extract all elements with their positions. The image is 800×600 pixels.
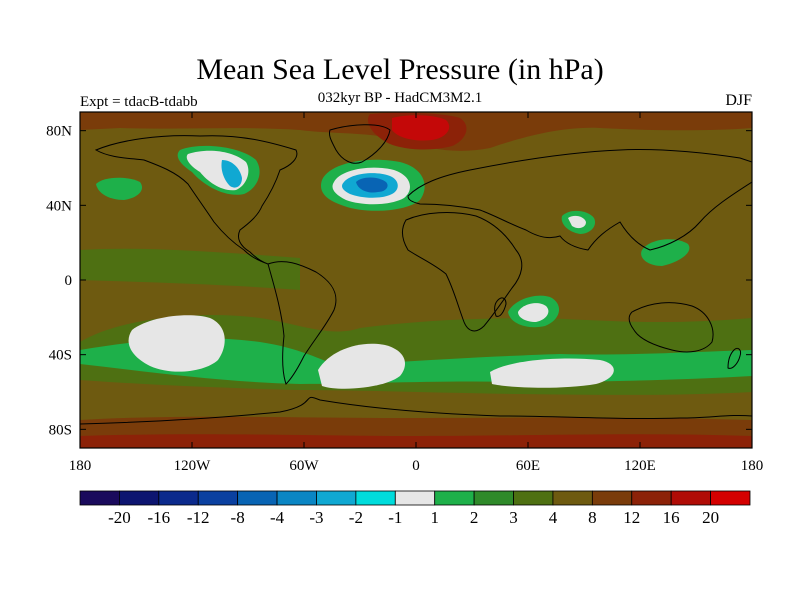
colorbar-labels: -20 -16 -12 -8 -4 -3 -2 -1 1 2 3 4 8 12 16 20 <box>108 508 719 527</box>
australia-coast <box>628 302 714 353</box>
colorbar-label: 8 <box>588 508 597 527</box>
colorbar-swatch <box>197 490 239 506</box>
laurentide-deep-low <box>221 160 242 188</box>
season-label: DJF <box>725 92 752 109</box>
colorbar-label: 3 <box>509 508 518 527</box>
colorbar-swatch <box>79 490 120 506</box>
colorbar-swatch <box>513 490 554 506</box>
colorbar-swatch <box>119 490 160 506</box>
central-pacific-band <box>80 248 300 290</box>
colorbar-swatch <box>355 490 396 506</box>
colorbar-label: 16 <box>663 508 680 527</box>
antarctic-peak <box>80 434 752 448</box>
coastlines <box>80 124 752 425</box>
lon-tick-label: 120E <box>624 458 656 474</box>
colorbar-label: -8 <box>231 508 245 527</box>
antarctica-coast <box>80 396 752 425</box>
experiment-label: Expt = tdacB-tdabb <box>80 94 198 110</box>
north-pacific-cell <box>96 177 143 200</box>
south-indian-low <box>490 358 614 388</box>
colorbar-label: 12 <box>623 508 640 527</box>
colorbar-label: -2 <box>349 508 363 527</box>
colorbar-swatch <box>394 490 436 506</box>
lat-tick-label: 0 <box>65 273 73 289</box>
south-america-coast <box>267 261 337 385</box>
colorbar-swatch <box>473 490 514 506</box>
lon-tick-label: 0 <box>412 458 420 474</box>
colorbar-swatch <box>434 490 475 506</box>
lat-tick-label: 80S <box>49 422 72 438</box>
arctic-peak <box>392 115 450 141</box>
lon-tick-label: 60W <box>289 458 319 474</box>
colorbar-swatch <box>552 490 593 506</box>
colorbar-label: 1 <box>430 508 439 527</box>
colorbar-label: -3 <box>309 508 323 527</box>
lon-tick-label: 60E <box>516 458 540 474</box>
africa-coast <box>401 212 523 332</box>
colorbar <box>79 490 751 506</box>
south-atlantic-low <box>318 343 405 389</box>
colorbar-label: 4 <box>549 508 558 527</box>
lon-tick-label: 180 <box>69 458 92 474</box>
chart-subtitle: 032kyr BP - HadCM3M2.1 <box>317 90 483 106</box>
new-zealand-coast <box>727 347 741 369</box>
colorbar-label: -20 <box>108 508 131 527</box>
colorbar-swatch <box>237 490 278 506</box>
colorbar-swatch <box>158 490 199 506</box>
madagascar-coast <box>494 297 507 317</box>
colorbar-label: 2 <box>470 508 479 527</box>
colorbar-swatch <box>591 490 633 506</box>
axis-ticks <box>79 112 753 448</box>
colorbar-label: 20 <box>702 508 719 527</box>
north-america-coast <box>94 135 298 265</box>
longitude-labels: 180 120W 60W 0 60E 120E 180 <box>69 458 764 474</box>
colorbar-label: -12 <box>187 508 210 527</box>
colorbar-swatch <box>276 490 317 506</box>
chart-title: Mean Sea Level Pressure (in hPa) <box>196 53 604 86</box>
colorbar-label: -1 <box>388 508 402 527</box>
south-african-cell-core <box>518 303 549 322</box>
colorbar-swatch <box>316 490 357 506</box>
colorbar-swatch <box>631 490 672 506</box>
lon-tick-label: 120W <box>174 458 212 474</box>
tibet-core <box>568 215 586 229</box>
north-atlantic-core <box>356 177 388 193</box>
colorbar-label: -4 <box>270 508 285 527</box>
south-pacific-low <box>128 315 225 372</box>
colorbar-swatch <box>710 490 751 506</box>
latitude-labels: 80N 40N 0 40S 80S <box>46 124 72 439</box>
pressure-anomaly-field <box>80 112 752 448</box>
lat-tick-label: 40S <box>49 348 72 364</box>
colorbar-swatch <box>670 490 711 506</box>
eurasia-coast <box>407 148 752 251</box>
colorbar-label: -16 <box>147 508 170 527</box>
lon-tick-label: 180 <box>741 458 764 474</box>
lat-tick-label: 40N <box>46 198 72 214</box>
greenland-coast <box>329 124 391 164</box>
west-pacific-cell <box>641 239 690 266</box>
lat-tick-label: 80N <box>46 124 72 140</box>
